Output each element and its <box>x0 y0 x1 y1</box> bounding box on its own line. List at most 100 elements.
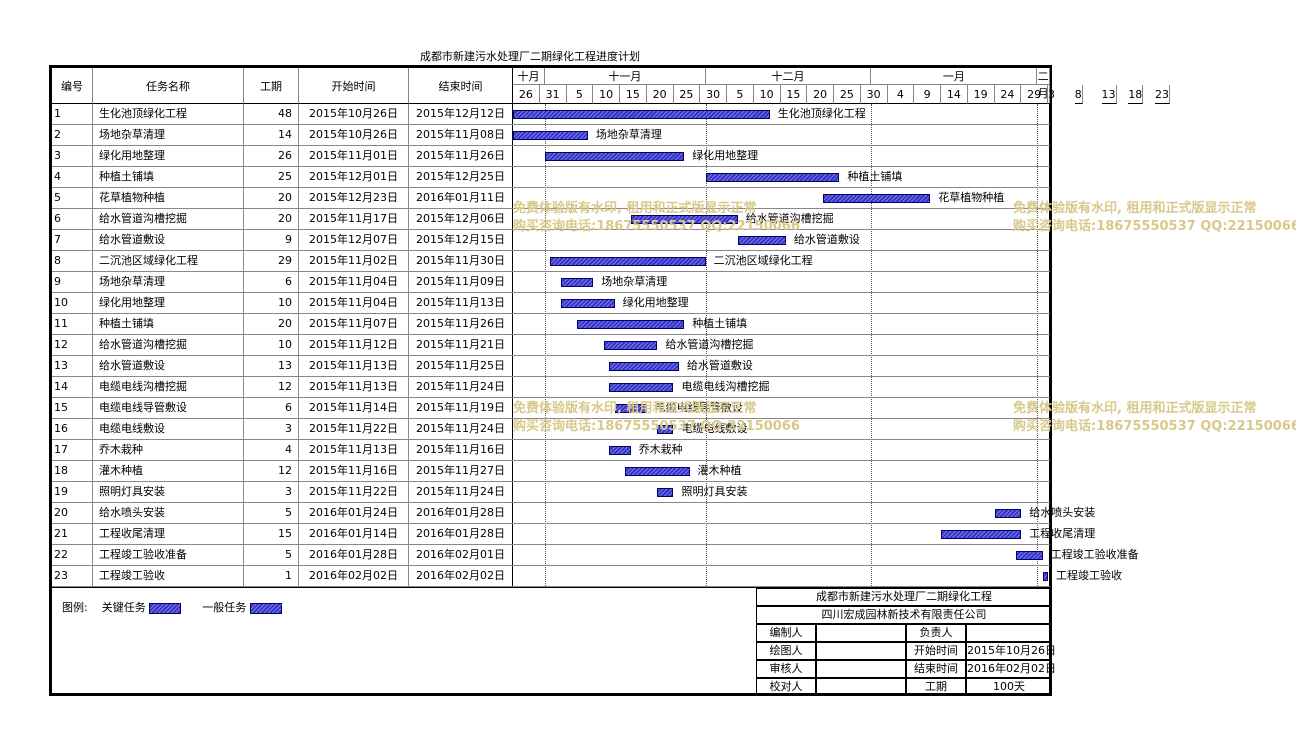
task-bar-label: 种植土铺填 <box>692 317 748 330</box>
watermark-line1: 免费体验版有水印, 租用和正式版显示正常 <box>513 201 757 216</box>
task-start: 2015年11月13日 <box>299 377 409 397</box>
day-tick: 23 <box>1155 85 1170 104</box>
table-row[interactable]: 18 灌木种植 12 2015年11月16日 2015年11月27日 灌木种植 <box>52 461 1050 482</box>
table-row[interactable]: 22 工程竣工验收准备 5 2016年01月28日 2016年02月01日 工程竣工验收准… <box>52 545 1139 566</box>
table-row[interactable]: 6 给水管道沟槽挖掘 20 2015年11月17日 2015年12月06日 给水管道沟槽挖… <box>52 209 1050 230</box>
task-bar[interactable] <box>625 467 690 476</box>
task-bar[interactable] <box>545 152 685 161</box>
table-row[interactable]: 21 工程收尾清理 15 2016年01月14日 2016年01月28日 工程收尾清理 <box>52 524 1095 545</box>
info-duration-label: 工期 <box>906 678 966 696</box>
table-row[interactable]: 11 种植土铺填 20 2015年11月07日 2015年11月26日 种植土铺填 <box>52 314 1050 335</box>
table-row[interactable]: 3 绿化用地整理 26 2015年11月01日 2015年11月26日 绿化用地整理 <box>52 146 1050 167</box>
task-bar[interactable] <box>1015 551 1043 560</box>
table-row[interactable]: 15 电缆电线导管敷设 6 2015年11月14日 2015年11月19日 电缆电线导管敷… <box>52 398 1050 419</box>
task-bar[interactable] <box>630 215 738 224</box>
legend-critical-swatch <box>149 602 182 614</box>
task-end: 2016年02月02日 <box>409 566 513 586</box>
month-header: 十二月 <box>705 68 872 85</box>
task-bar-label: 绿化用地整理 <box>622 296 689 309</box>
chart-title: 成都市新建污水处理厂二期绿化工程进度计划 <box>420 50 640 63</box>
legend-divider <box>52 587 1050 588</box>
task-bar[interactable] <box>823 194 931 203</box>
table-row[interactable]: 7 给水管道敷设 9 2015年12月07日 2015年12月15日 给水管道敷设 <box>52 230 1050 251</box>
table-row[interactable]: 20 给水喷头安装 5 2016年01月24日 2016年01月28日 给水喷头安装 <box>52 503 1095 524</box>
task-end: 2015年12月25日 <box>409 167 513 187</box>
day-tick: 29 <box>1021 85 1048 104</box>
table-row[interactable]: 12 给水管道沟槽挖掘 10 2015年11月12日 2015年11月21日 给水管道沟槽… <box>52 335 1050 356</box>
task-bar[interactable] <box>561 299 615 308</box>
info-drawer-value <box>816 642 906 660</box>
task-bar[interactable] <box>609 362 679 371</box>
day-tick: 24 <box>994 85 1022 104</box>
task-end: 2016年01月28日 <box>409 524 513 544</box>
task-bar[interactable] <box>609 383 674 392</box>
watermark-mid-left: 免费体验版有水印, 租用和正式版显示正常 购买咨询电话:18675550537 … <box>513 400 800 436</box>
table-row[interactable]: 8 二沉池区域绿化工程 29 2015年11月02日 2015年11月30日 二沉池区域绿… <box>52 251 1050 272</box>
task-bar[interactable] <box>550 257 706 266</box>
task-bar-label: 种植土铺填 <box>847 170 903 183</box>
task-bar[interactable] <box>1042 572 1048 581</box>
task-duration: 20 <box>244 314 299 334</box>
task-start: 2015年12月01日 <box>299 167 409 187</box>
task-name: 场地杂草清理 <box>93 125 244 145</box>
table-row[interactable]: 17 乔木栽种 4 2015年11月13日 2015年11月16日 乔木栽种 <box>52 440 1050 461</box>
task-name: 生化池顶绿化工程 <box>93 104 244 124</box>
task-bar[interactable] <box>737 236 786 245</box>
task-bar[interactable] <box>614 404 647 413</box>
task-bar-label: 工程竣工验收 <box>1056 569 1122 582</box>
task-bar[interactable] <box>609 446 631 455</box>
day-tick: 31 <box>539 85 567 104</box>
table-row[interactable]: 13 给水管道敷设 13 2015年11月13日 2015年11月25日 给水管道敷设 <box>52 356 1050 377</box>
task-bar[interactable] <box>657 425 674 434</box>
table-row[interactable]: 9 场地杂草清理 6 2015年11月04日 2015年11月09日 场地杂草清理 <box>52 272 1050 293</box>
table-row[interactable]: 4 种植土铺填 25 2015年12月01日 2015年12月25日 种植土铺填 <box>52 167 1050 188</box>
task-bar[interactable] <box>561 278 594 287</box>
table-row[interactable]: 23 工程竣工验收 1 2016年02月02日 2016年02月02日 工程竣工验收 <box>52 566 1122 587</box>
table-row[interactable]: 19 照明灯具安装 3 2015年11月22日 2015年11月24日 照明灯具安装 <box>52 482 1050 503</box>
table-row[interactable]: 16 电缆电线敷设 3 2015年11月22日 2015年11月24日 电缆电线敷设 <box>52 419 1050 440</box>
task-bar[interactable] <box>994 509 1022 518</box>
task-name: 工程竣工验收 <box>93 566 244 586</box>
task-id: 18 <box>52 461 93 481</box>
table-row[interactable]: 10 绿化用地整理 10 2015年11月04日 2015年11月13日 绿化用地整理 <box>52 293 1050 314</box>
task-duration: 48 <box>244 104 299 124</box>
task-start: 2015年11月14日 <box>299 398 409 418</box>
task-bar[interactable] <box>603 341 658 350</box>
task-start: 2015年10月26日 <box>299 104 409 124</box>
info-end-value: 2016年02月02日 <box>966 660 1056 678</box>
task-name: 给水管道沟槽挖掘 <box>93 209 244 229</box>
info-company: 四川宏成园林新技术有限责任公司 <box>756 606 1052 624</box>
table-row[interactable]: 14 电缆电线沟槽挖掘 12 2015年11月13日 2015年11月24日 电缆电线沟槽… <box>52 377 1050 398</box>
table-row[interactable]: 5 花草植物种植 20 2015年12月23日 2016年01月11日 花草植物种植 <box>52 188 1050 209</box>
task-bar[interactable] <box>577 320 685 329</box>
info-drawer-label: 绘图人 <box>756 642 816 660</box>
task-bar[interactable] <box>657 488 674 497</box>
task-bar[interactable] <box>513 131 588 140</box>
watermark-top-right: 免费体验版有水印, 租用和正式版显示正常 购买咨询电话:18675550537 … <box>1013 200 1296 236</box>
day-tick: 25 <box>673 85 701 104</box>
task-bar[interactable] <box>513 110 770 119</box>
month-header: 二月 <box>1037 68 1050 100</box>
month-separator <box>705 104 707 586</box>
task-start: 2015年11月02日 <box>299 251 409 271</box>
info-start-label: 开始时间 <box>906 642 966 660</box>
watermark-mid-right: 免费体验版有水印, 租用和正式版显示正常 购买咨询电话:18675550537 … <box>1013 400 1296 436</box>
task-start: 2015年11月22日 <box>299 482 409 502</box>
task-end: 2015年11月24日 <box>409 377 513 397</box>
month-header: 十一月 <box>545 68 706 85</box>
task-name: 灌木种植 <box>93 461 244 481</box>
day-tick: 8 <box>1074 85 1083 104</box>
task-duration: 12 <box>244 377 299 397</box>
watermark-line1: 免费体验版有水印, 租用和正式版显示正常 <box>1013 401 1257 416</box>
task-name: 工程竣工验收准备 <box>93 545 244 565</box>
task-bar[interactable] <box>705 173 840 182</box>
task-bar[interactable] <box>941 530 1022 539</box>
month-separator <box>1037 104 1039 586</box>
table-row[interactable]: 1 生化池顶绿化工程 48 2015年10月26日 2015年12月12日 生化池顶绿化工… <box>52 104 1050 125</box>
table-row[interactable]: 2 场地杂草清理 14 2015年10月26日 2015年11月08日 场地杂草清理 <box>52 125 1050 146</box>
task-duration: 3 <box>244 419 299 439</box>
task-start: 2016年01月28日 <box>299 545 409 565</box>
info-checker-value <box>816 678 906 696</box>
task-id: 16 <box>52 419 93 439</box>
task-bar-label: 生化池顶绿化工程 <box>777 107 866 120</box>
